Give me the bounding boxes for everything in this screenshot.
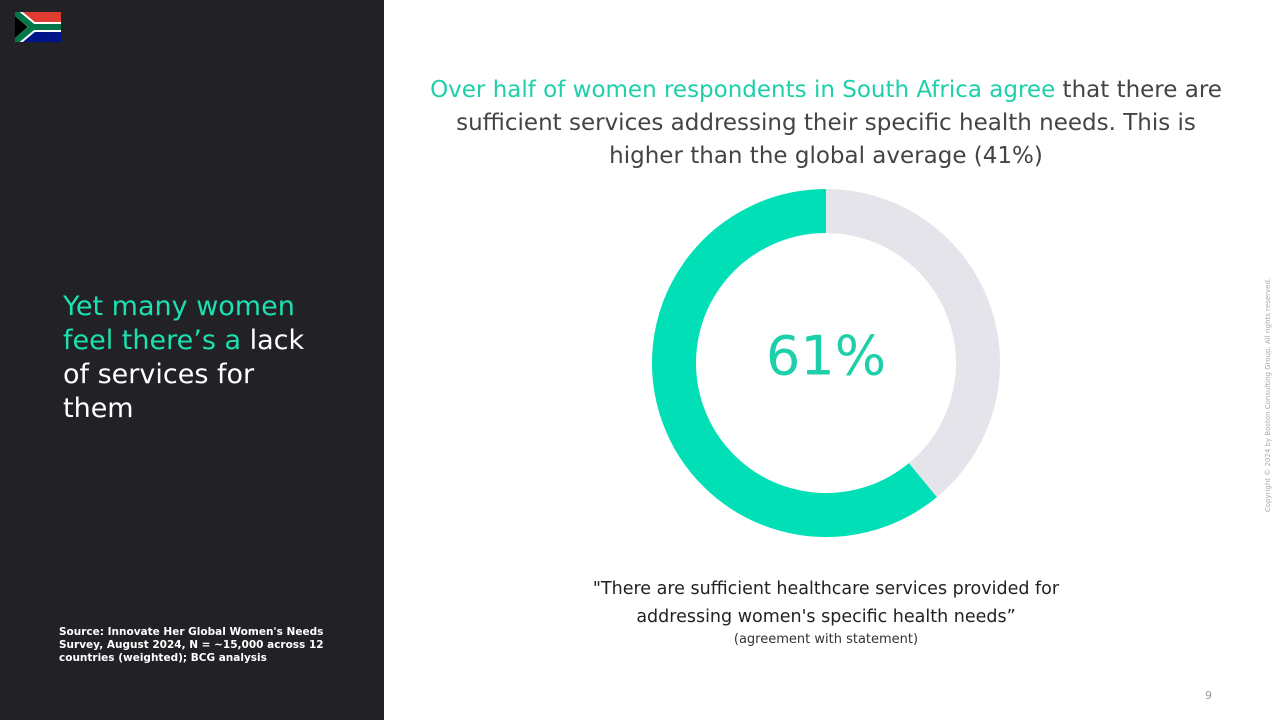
center-label: 61%: [766, 325, 886, 388]
headline-highlight: Over half of women respondents in South …: [430, 77, 1056, 103]
headline-rest: that there are sufficient services addre…: [456, 77, 1222, 169]
heading-highlight: Yet many women feel there’s a: [63, 291, 295, 356]
flag: [15, 12, 61, 42]
heading-rest: lack of services for them: [63, 325, 305, 424]
chart-caption: "There are sufficient healthcare service…: [592, 579, 1060, 627]
page-number: 9: [1205, 689, 1212, 702]
source-note: Source: Innovate Her Global Women's Need…: [59, 626, 324, 664]
copyright: Copyright © 2024 by Boston Consulting Gr…: [1264, 277, 1272, 513]
sidebar-heading: Yet many women feel there’s a lack of se…: [63, 290, 323, 426]
headline: Over half of women respondents in South …: [420, 74, 1232, 173]
donut-segment: [652, 189, 937, 537]
sidebar: Yet many women feel there’s a lack of se…: [0, 0, 384, 720]
donut-segment: [825, 189, 1000, 498]
chart-subcaption: (agreement with statement): [733, 632, 919, 647]
